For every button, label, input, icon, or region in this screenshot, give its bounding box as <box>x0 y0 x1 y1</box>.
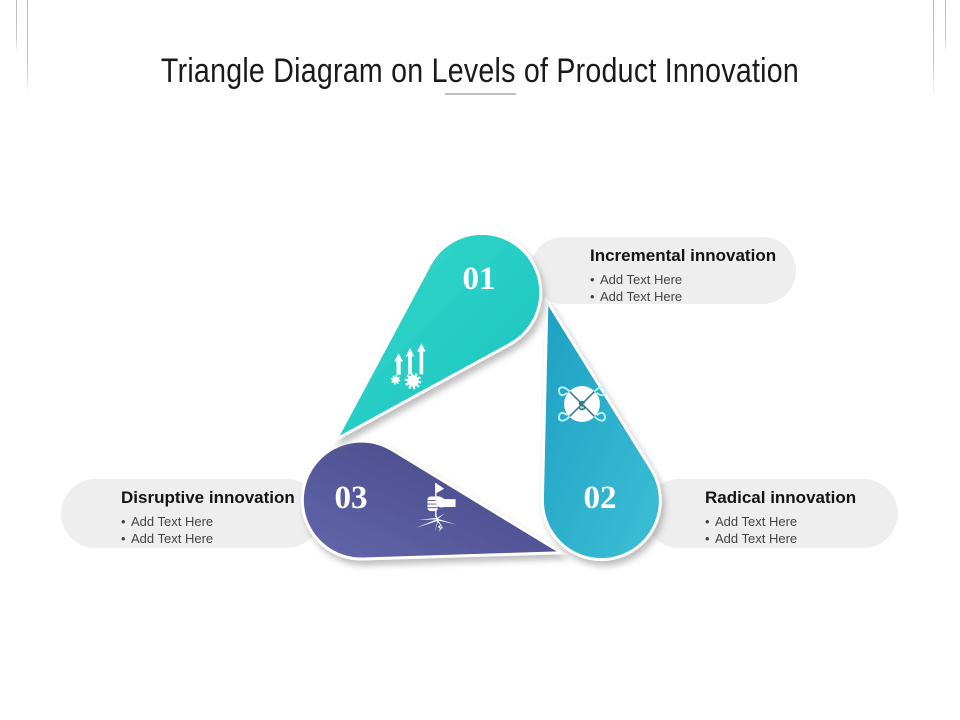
svg-text:03: 03 <box>335 480 368 516</box>
svg-text:01: 01 <box>463 261 496 297</box>
svg-text:02: 02 <box>584 480 617 516</box>
svg-text:$: $ <box>578 398 585 413</box>
